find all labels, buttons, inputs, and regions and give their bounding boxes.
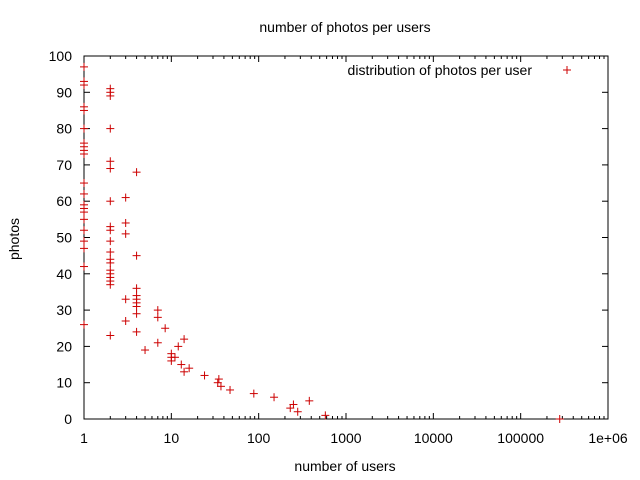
data-point [106,84,115,93]
data-point [132,284,141,293]
data-point [80,226,88,235]
legend: distribution of photos per user [348,62,571,78]
data-point [80,62,88,71]
data-point [106,222,115,231]
data-point [216,382,225,391]
y-tick-label: 50 [56,230,72,246]
y-tick-label: 10 [56,375,72,391]
y-tick-label: 70 [56,157,72,173]
x-axis-ticks: 1 10 100 1000 10000 100000 1e+06 [80,56,628,446]
y-axis-label: photos [6,218,22,260]
x-tick-label: 10000 [414,430,453,446]
data-point [180,335,189,344]
y-tick-label: 100 [49,48,73,64]
data-point [153,306,162,315]
data-point [161,324,170,333]
data-point [106,124,115,133]
data-point [153,338,162,347]
data-point [555,415,564,423]
y-tick-label: 40 [56,266,72,282]
data-point [121,229,130,238]
data-point [80,215,88,224]
data-point [106,266,115,275]
y-tick-label: 20 [56,338,72,354]
data-point [106,248,115,257]
data-point [106,255,115,264]
y-tick-label: 90 [56,84,72,100]
data-point [80,179,88,188]
data-point [226,385,235,394]
x-tick-label: 1e+06 [588,430,628,446]
data-point [305,396,314,405]
data-point [174,342,183,351]
data-point [121,295,130,304]
x-tick-label: 1 [80,430,88,446]
data-point [132,309,141,318]
legend-marker [563,66,571,74]
data-point [200,371,209,380]
data-point [185,364,194,373]
y-tick-label: 80 [56,121,72,137]
data-point [106,197,115,206]
x-tick-label: 10 [164,430,180,446]
data-point [321,411,330,420]
data-point [80,102,88,111]
data-point [141,346,150,355]
data-point [80,124,88,133]
data-point [106,157,115,166]
data-point [289,400,298,409]
y-tick-label: 0 [64,411,72,427]
legend-label: distribution of photos per user [348,62,533,78]
x-axis-label: number of users [294,458,395,474]
legend-marker-plus [563,66,571,74]
data-point [80,320,88,329]
data-point [80,244,88,253]
data-point [132,327,141,336]
data-point [153,313,162,322]
data-point [270,393,279,402]
y-tick-label: 30 [56,302,72,318]
data-point [132,291,141,300]
data-point [106,237,115,246]
data-point [170,353,179,362]
data-point [180,367,189,376]
data-point [106,331,115,340]
data-point [213,378,222,387]
x-tick-label: 100 [247,430,271,446]
plot-frame [83,55,609,420]
data-point [177,360,186,369]
data-point [80,200,88,209]
data-point [121,218,130,227]
data-point [80,189,88,198]
data-point [80,262,88,271]
data-point [80,139,88,148]
data-point [293,407,302,416]
data-point [132,251,141,260]
data-point [80,237,88,246]
x-tick-label: 1000 [330,430,361,446]
chart-title: number of photos per users [259,19,430,35]
data-point [249,389,258,398]
data-point [121,316,130,325]
data-point [106,164,115,173]
x-tick-label: 100000 [497,430,544,446]
data-point [132,168,141,177]
data-points [80,62,564,423]
data-point [80,77,88,86]
y-axis-ticks: 0 10 20 30 40 50 60 70 80 90 100 [49,48,608,427]
data-point [214,375,223,384]
y-tick-label: 60 [56,193,72,209]
data-point [167,349,176,358]
data-point [121,193,130,202]
